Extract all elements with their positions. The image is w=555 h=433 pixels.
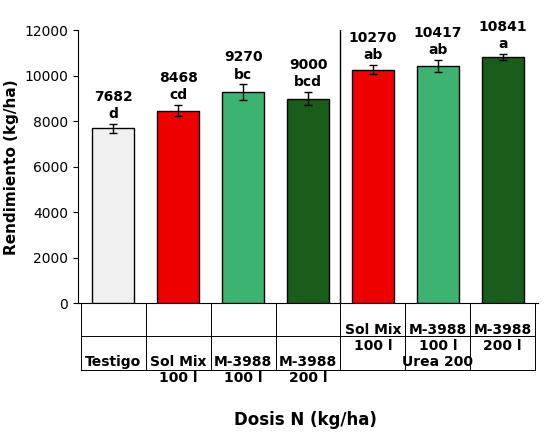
Bar: [482, 57, 524, 303]
Text: 10841
a: 10841 a: [478, 19, 527, 51]
Text: M-3988
200 l: M-3988 200 l: [279, 355, 337, 385]
Text: 10417
ab: 10417 ab: [413, 26, 462, 58]
Text: 8468
cd: 8468 cd: [159, 71, 198, 102]
Text: M-3988
100 l: M-3988 100 l: [408, 323, 467, 353]
Text: M-3988
200 l: M-3988 200 l: [473, 323, 532, 353]
Text: Dosis N (kg/ha): Dosis N (kg/ha): [234, 410, 377, 429]
Text: Testigo: Testigo: [85, 355, 142, 369]
Text: 9000
bcd: 9000 bcd: [289, 58, 327, 89]
Text: Sol Mix
100 l: Sol Mix 100 l: [150, 355, 206, 385]
Bar: [417, 66, 459, 303]
Y-axis label: Rendimiento (kg/ha): Rendimiento (kg/ha): [3, 79, 18, 255]
Bar: [157, 110, 199, 303]
Text: M-3988
100 l: M-3988 100 l: [214, 355, 273, 385]
Text: 9270
bc: 9270 bc: [224, 50, 263, 82]
Bar: [92, 129, 134, 303]
Text: 7682
d: 7682 d: [94, 90, 133, 121]
Text: Sol Mix
100 l: Sol Mix 100 l: [345, 323, 401, 353]
Text: 10270
ab: 10270 ab: [349, 31, 397, 62]
Bar: [352, 70, 394, 303]
Bar: [222, 92, 264, 303]
Text: Urea 200: Urea 200: [402, 355, 473, 369]
Bar: [287, 99, 329, 303]
